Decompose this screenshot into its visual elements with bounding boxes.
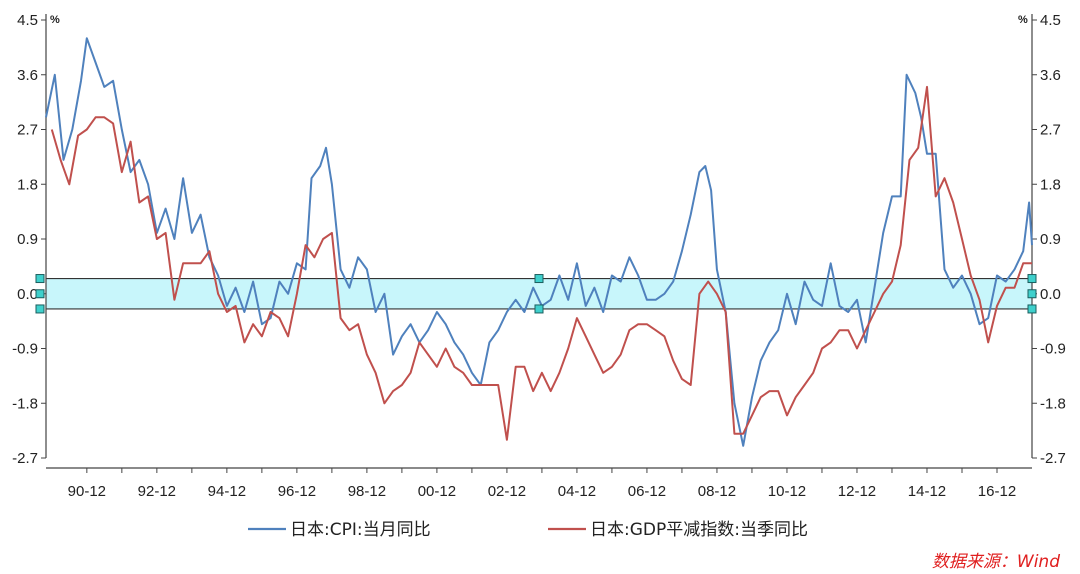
right-y-tick-label: 4.5	[1040, 12, 1061, 29]
selection-handle	[1027, 304, 1037, 314]
selection-handle	[534, 274, 544, 284]
x-tick-label: 92-12	[138, 483, 176, 500]
selection-handle	[534, 304, 544, 314]
left-y-tick-label: -1.8	[12, 395, 38, 412]
selection-handle	[35, 289, 45, 299]
x-tick-label: 96-12	[278, 483, 316, 500]
x-tick-label: 08-12	[698, 483, 736, 500]
selection-handle	[35, 274, 45, 284]
left-y-tick-label: 4.5	[17, 12, 38, 29]
right-y-tick-label: 0.0	[1040, 286, 1061, 303]
right-y-tick-label: -2.7	[1040, 450, 1066, 467]
x-tick-label: 98-12	[348, 483, 386, 500]
legend-label: 日本:CPI:当月同比	[290, 520, 431, 540]
x-tick-label: 10-12	[768, 483, 806, 500]
x-tick-label: 90-12	[68, 483, 106, 500]
right-y-unit: %	[1018, 14, 1028, 26]
series-line-cpi	[45, 37, 1033, 447]
right-y-tick-label: 2.7	[1040, 122, 1061, 139]
legend-label: 日本:GDP平减指数:当季同比	[590, 520, 808, 540]
selection-handle	[1027, 274, 1037, 284]
x-tick-label: 14-12	[908, 483, 946, 500]
series-line-gdp-deflator	[50, 85, 1032, 441]
left-y-unit: %	[50, 14, 60, 26]
data-source-note: 数据来源：Wind	[931, 552, 1060, 572]
selection-handle	[1027, 289, 1037, 299]
left-y-tick-label: 0.9	[17, 231, 38, 248]
x-tick-label: 06-12	[628, 483, 666, 500]
left-y-tick-label: -0.9	[12, 341, 38, 358]
left-y-tick-label: 3.6	[17, 67, 38, 84]
legend: 日本:CPI:当月同比 日本:GDP平减指数:当季同比	[248, 520, 808, 540]
x-tick-label: 16-12	[978, 483, 1016, 500]
x-tick-label: 02-12	[488, 483, 526, 500]
left-y-tick-label: 2.7	[17, 122, 38, 139]
right-y-tick-label: -0.9	[1040, 341, 1066, 358]
left-y-tick-label: 0.0	[17, 286, 38, 303]
highlight-band	[46, 278, 1032, 309]
right-y-tick-label: 0.9	[1040, 231, 1061, 248]
x-tick-label: 12-12	[838, 483, 876, 500]
right-y-tick-label: -1.8	[1040, 395, 1066, 412]
selection-handle	[35, 304, 45, 314]
x-tick-label: 94-12	[208, 483, 246, 500]
series-lines	[45, 37, 1033, 447]
left-y-tick-label: 1.8	[17, 176, 38, 193]
highlight-band-layer	[46, 277, 1032, 310]
axes: % % 4.5 4.5 3.6 3.6 2.7 2.7 1.8 1.8 0.9 0.9 0.0 0.0 -0…	[12, 12, 1066, 500]
left-y-tick-label: -2.7	[12, 450, 38, 467]
right-y-tick-label: 1.8	[1040, 176, 1061, 193]
x-tick-label: 00-12	[418, 483, 456, 500]
x-tick-label: 04-12	[558, 483, 596, 500]
right-y-tick-label: 3.6	[1040, 67, 1061, 84]
selection-handles	[35, 274, 1037, 314]
